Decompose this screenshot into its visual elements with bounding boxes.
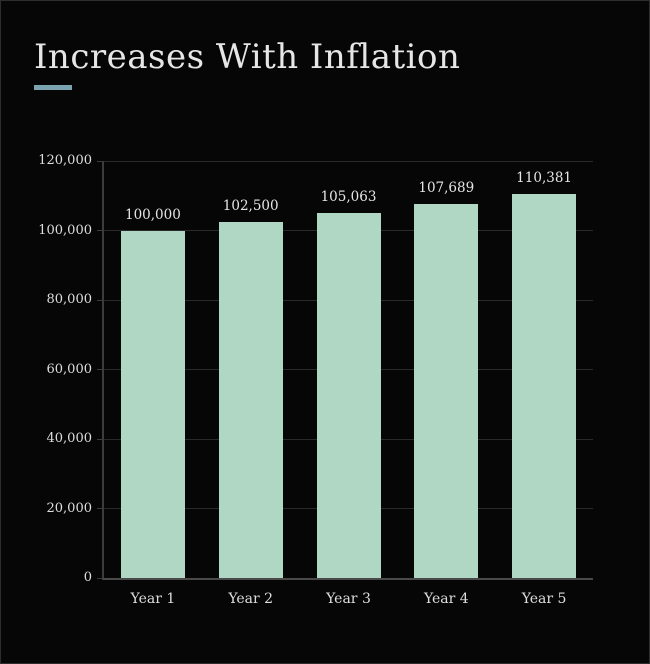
- y-axis-tick-label: 100,000: [38, 222, 92, 238]
- y-axis-tick: [97, 230, 102, 231]
- bar-value-label: 107,689: [418, 179, 475, 196]
- gridline: [104, 160, 593, 162]
- x-axis-category-label: Year 4: [423, 591, 469, 607]
- y-axis-tick: [97, 160, 102, 162]
- x-axis-category-label: Year 1: [130, 591, 176, 607]
- title-accent-bar: [34, 85, 72, 90]
- bar-year-4: [414, 203, 479, 578]
- x-axis-category-label: Year 3: [326, 591, 371, 607]
- y-axis-tick: [97, 299, 102, 301]
- y-axis-tick-label: 20,000: [46, 500, 93, 516]
- y-axis-tick-label: 60,000: [46, 361, 93, 377]
- y-axis-tick: [97, 369, 102, 370]
- bar-chart-plot: 0 20,000 40,000 60,000 80,000 100,000 120,000 1…: [38, 153, 593, 607]
- y-axis-tick-label: 40,000: [46, 431, 93, 446]
- x-axis-category-label: Year 2: [228, 591, 274, 607]
- y-axis-tick-label: 80,000: [46, 292, 93, 307]
- bar-year-2: [218, 221, 283, 578]
- bar-value-label: 100,000: [124, 206, 181, 223]
- chart-title: Increases With Inflation: [34, 37, 461, 77]
- bar-value-label: 110,381: [516, 170, 572, 187]
- y-axis-tick: [97, 577, 102, 579]
- y-axis-tick-label: 0: [83, 570, 92, 585]
- y-axis-tick-label: 120,000: [38, 153, 92, 168]
- x-axis-category-label: Year 5: [521, 591, 567, 607]
- bar-value-label: 102,500: [222, 197, 279, 214]
- y-axis-tick: [97, 438, 102, 440]
- y-axis-tick: [97, 508, 102, 509]
- bar-year-3: [316, 212, 381, 578]
- bar-year-1: [120, 230, 185, 578]
- bar-year-5: [512, 194, 577, 578]
- bar-value-label: 105,063: [320, 188, 377, 205]
